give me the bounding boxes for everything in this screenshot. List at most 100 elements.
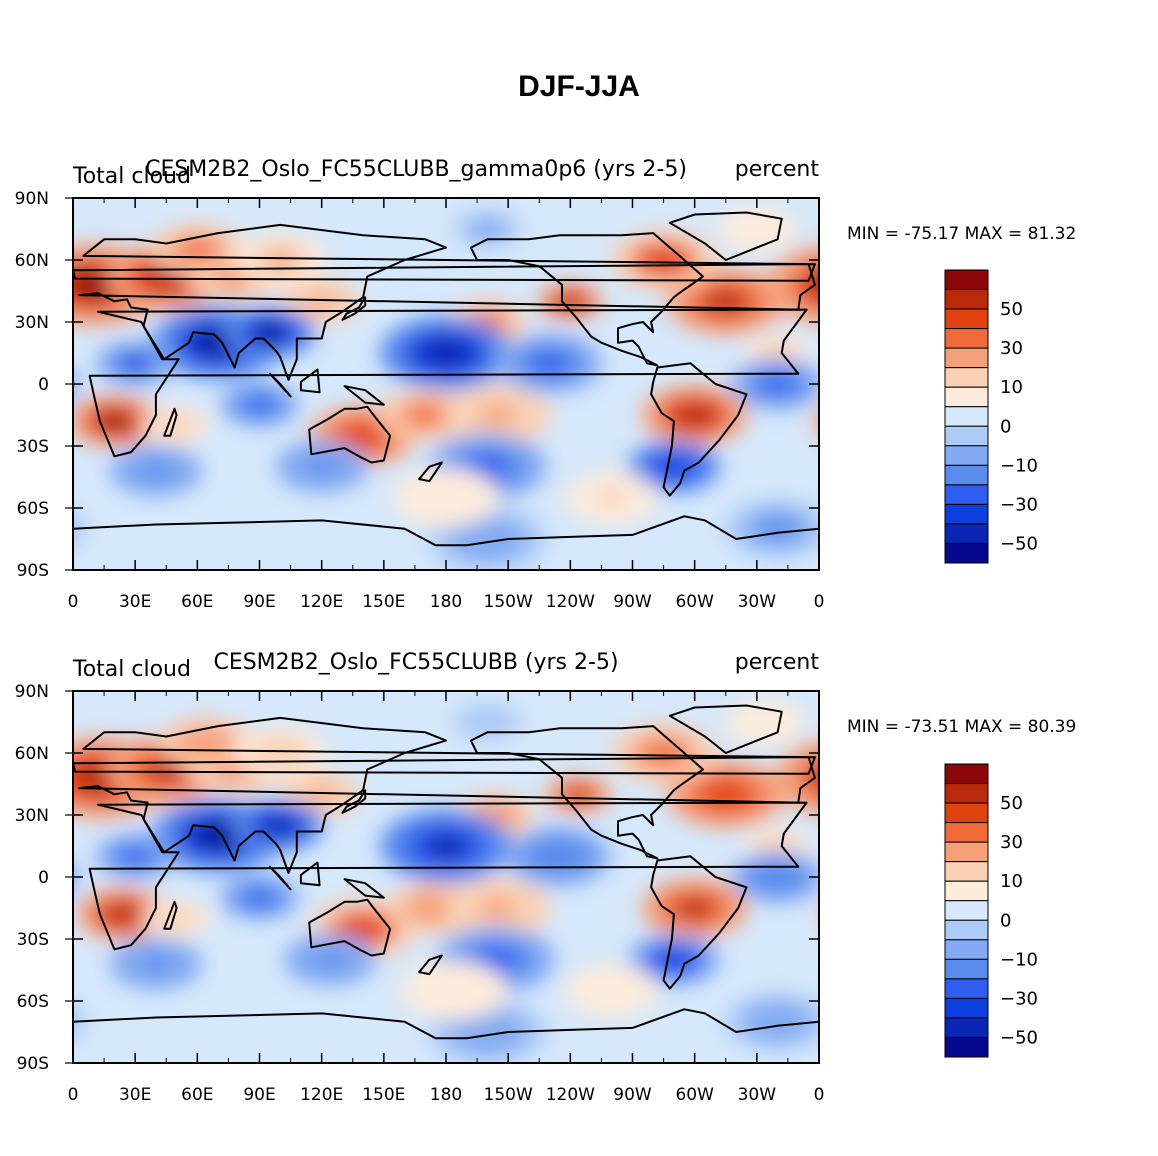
- contour-blob: [775, 740, 819, 816]
- contour-blob: [468, 711, 507, 733]
- contour-blob: [189, 733, 222, 752]
- colorbar-swatch: [944, 861, 989, 882]
- contour-blob: [800, 756, 819, 799]
- contour-blob: [1, 367, 61, 401]
- contour-blob: [676, 897, 714, 919]
- x-tick-label: 30W: [738, 592, 777, 612]
- coastline-shape: [73, 263, 816, 282]
- coastline-shape: [163, 900, 178, 930]
- y-tick-label: 90S: [17, 561, 49, 581]
- y-tick-label: 30N: [15, 313, 49, 333]
- x-tick-label: 90W: [613, 1085, 652, 1105]
- colorbar-swatch: [944, 880, 989, 902]
- coastline-shape: [78, 223, 816, 381]
- coastline-shape: [343, 878, 385, 899]
- contour-blob: [841, 834, 921, 879]
- x-tick-label: 90W: [613, 592, 652, 612]
- y-tick-label: 30S: [17, 437, 49, 457]
- contour-blob: [822, 763, 873, 792]
- contour-field: [0, 691, 921, 1063]
- contour-blob: [305, 457, 338, 476]
- contour-blob: [5, 714, 33, 730]
- contour-blob: [466, 1020, 509, 1044]
- x-tick-label: 150E: [362, 592, 405, 612]
- x-tick-label: 90E: [243, 1085, 275, 1105]
- contour-blob: [466, 454, 509, 479]
- x-tick-label: 60W: [675, 592, 714, 612]
- contour-blob: [531, 352, 569, 374]
- contour-blob: [873, 255, 951, 299]
- contour-blob: [466, 527, 509, 551]
- x-tick-label: 180: [430, 1085, 462, 1105]
- coastline-shape: [418, 954, 443, 976]
- contour-blob: [261, 816, 295, 835]
- y-tick-label: 30S: [17, 930, 49, 950]
- contour-blob: [814, 276, 819, 294]
- contour-blob: [844, 412, 876, 430]
- colorbar-label: −50: [1000, 533, 1038, 554]
- contour-blob: [474, 947, 517, 972]
- coastlines: [73, 704, 819, 1040]
- contour-blob: [539, 845, 577, 867]
- colorbar-swatch: [944, 484, 989, 505]
- y-tick-label: 0: [38, 868, 49, 888]
- coastline-shape: [73, 756, 816, 775]
- contour-blob: [766, 245, 819, 325]
- coastline-shape: [299, 861, 321, 887]
- contour-blob: [98, 412, 131, 431]
- panel-right-title: percent: [735, 157, 820, 182]
- colorbar-swatch: [944, 997, 989, 1019]
- colorbar-swatch: [944, 958, 989, 980]
- contour-blob: [761, 374, 794, 394]
- contour-blob: [427, 487, 465, 509]
- contour-blob: [121, 355, 150, 372]
- map-panel-top: 0 30E 60E 90E 120E 150E 180 150W 120W 90W 60W 30W 09…: [0, 157, 1077, 612]
- contour-blob: [20, 839, 43, 852]
- contour-blob: [822, 888, 915, 940]
- contour-blob: [307, 293, 336, 310]
- contour-blob: [145, 757, 188, 782]
- contour-blob: [194, 822, 242, 849]
- colorbar-label: −50: [1000, 1027, 1038, 1048]
- contour-blob: [0, 221, 25, 237]
- contour-blob: [245, 396, 274, 413]
- contour-blob: [435, 980, 473, 1002]
- colorbar-label: −10: [1000, 949, 1038, 970]
- y-tick-label: 30N: [15, 806, 49, 826]
- colorbar-swatch: [944, 763, 989, 785]
- panel-left-title: Total cloud: [72, 164, 191, 189]
- x-tick-label: 60W: [675, 1085, 714, 1105]
- colorbar-swatch: [944, 289, 989, 310]
- min-max-stats: MIN = -75.17 MAX = 81.32: [847, 224, 1076, 244]
- contour-blob: [13, 518, 50, 539]
- contour-blob: [139, 461, 173, 480]
- contour-blob: [855, 445, 948, 497]
- contour-blob: [761, 867, 794, 887]
- panel-center-title: CESM2B2_Oslo_FC55CLUBB (yrs 2-5): [213, 650, 618, 675]
- contour-blob: [0, 827, 65, 864]
- x-tick-label: 0: [814, 592, 825, 612]
- contour-blob: [891, 265, 933, 288]
- colorbar-swatch: [944, 900, 989, 921]
- contour-blob: [13, 1011, 50, 1032]
- y-tick-label: 60N: [15, 251, 49, 271]
- y-tick-label: 60N: [15, 744, 49, 764]
- contour-blob: [867, 356, 895, 372]
- colorbar-top: 50 30 10 0 −10 −30 −50: [944, 269, 1038, 564]
- y-tick-label: 60S: [17, 499, 49, 519]
- coastline-shape: [341, 789, 367, 814]
- coastline-shape: [418, 461, 443, 483]
- y-tick-label: 0: [38, 375, 49, 395]
- colorbar-swatch: [944, 269, 989, 291]
- contour-blob: [855, 349, 907, 378]
- contour-blob: [1, 860, 61, 894]
- contour-blob: [479, 404, 517, 426]
- x-tick-label: 30W: [738, 1085, 777, 1105]
- x-tick-label: 120W: [546, 1085, 595, 1105]
- x-tick-label: 0: [68, 592, 79, 612]
- colorbar-swatch: [944, 464, 989, 486]
- coastline-shape: [469, 232, 704, 367]
- colorbar-swatch: [944, 822, 989, 843]
- coastline-shape: [668, 704, 783, 754]
- coastline-shape: [341, 296, 367, 321]
